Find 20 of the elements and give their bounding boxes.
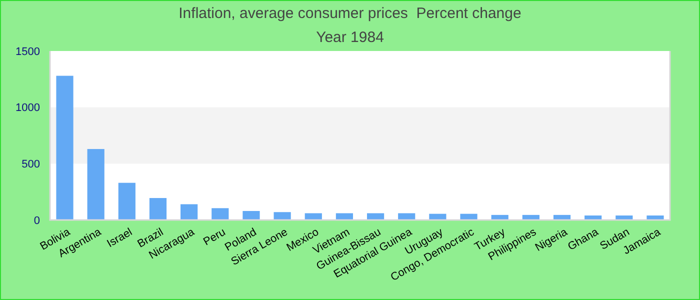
bar <box>646 215 664 220</box>
y-tick-label: 0 <box>34 214 40 227</box>
bar <box>274 212 291 220</box>
bar <box>149 198 167 220</box>
y-tick-label: 1000 <box>16 102 40 114</box>
bar <box>304 213 322 220</box>
bar <box>180 204 198 220</box>
bar <box>212 208 229 220</box>
chart-title: Inflation, average consumer prices Percent change <box>178 5 522 22</box>
chart-subtitle: Year 1984 <box>316 29 384 46</box>
bar <box>398 213 416 220</box>
y-tick-label: 1500 <box>16 46 40 58</box>
bar <box>242 210 260 220</box>
bar <box>460 214 478 220</box>
y-tick-label: 500 <box>22 158 40 171</box>
bar <box>336 213 354 220</box>
bar <box>366 213 384 220</box>
bar <box>118 182 136 220</box>
bar <box>56 76 74 220</box>
bar <box>87 149 104 220</box>
